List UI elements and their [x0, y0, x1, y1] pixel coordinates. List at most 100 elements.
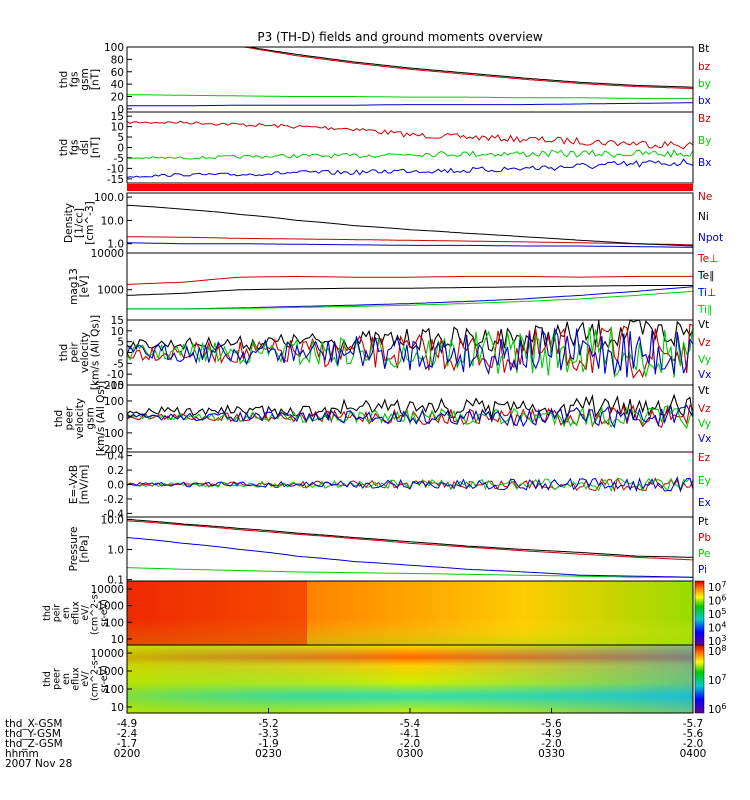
y-tick-label: 1.0 — [107, 545, 124, 557]
y-tick-label: -0.4 — [104, 508, 125, 520]
y-axis-label: thd — [42, 671, 53, 687]
y-tick-label: 100 — [104, 684, 124, 696]
y-tick-label: -5 — [114, 153, 124, 165]
y-tick-label: 10 — [111, 634, 124, 646]
colorbar-tick-exponent: 3 — [721, 634, 726, 643]
y-tick-label: 5 — [117, 132, 124, 144]
legend-Te∥: Te∥ — [697, 270, 714, 282]
y-tick-label: 0.0 — [107, 480, 124, 492]
colorbar-tick-label: 106 — [708, 594, 726, 608]
x-tick-label: 0300 — [397, 748, 424, 760]
series-peer-velocity-Vt — [126, 393, 694, 421]
legend-Bx: Bx — [698, 157, 711, 169]
y-axis-label: [nT] — [90, 69, 102, 90]
y-tick-label: -5 — [114, 358, 124, 370]
y-axis-label: mag13 — [68, 268, 80, 305]
y-tick-label: 20 — [111, 92, 124, 104]
y-axis-label: thd — [58, 71, 70, 88]
coord-value: -1.7 — [117, 738, 138, 750]
legend-Ex: Ex — [698, 497, 711, 509]
y-axis-label: eV/ — [80, 604, 91, 620]
series-peir-velocity-Vy — [126, 325, 694, 378]
y-axis-label: velocity — [79, 332, 91, 373]
legend-Ti∥: Ti∥ — [697, 304, 712, 316]
colorbar-tick-exponent: 8 — [721, 644, 726, 653]
y-axis-label: [eV] — [79, 276, 91, 298]
y-axis-label: velocity — [74, 398, 86, 439]
panel-pressure: 10.0 1.0 0.1 Pressure[nPa] Pt Pb Pe Pi — [68, 514, 711, 586]
y-tick-label: 80 — [111, 54, 124, 66]
spectrogram-peir-en-eflux: 10000 1000 100 10 thdpeirenefluxeV/(cm^2-s-s… — [42, 580, 726, 648]
colorbar-tick-label: 104 — [708, 621, 726, 635]
y-tick-label: -0.2 — [104, 494, 125, 506]
y-axis-label: peir — [52, 604, 63, 623]
coord-value: -2.4 — [117, 728, 138, 740]
coord-value: -4.1 — [400, 728, 421, 740]
panel-frame — [126, 384, 694, 453]
legend-Ez: Ez — [698, 452, 711, 464]
spectrogram-hot-region — [127, 581, 307, 645]
y-axis-label: dsl — [79, 140, 91, 155]
y-axis-label: thd — [42, 605, 53, 621]
y-axis-label: [km/s (All Qs)] — [95, 381, 107, 456]
panel-temperature: 10000 1000 mag13[eV] Te⊥ Te∥ Ti⊥ Ti∥ — [68, 248, 718, 321]
y-tick-label: 10.0 — [101, 514, 124, 526]
colorbar — [694, 580, 705, 646]
series-peer-velocity-Vy — [126, 405, 694, 430]
coord-value: -5.2 — [258, 718, 279, 730]
y-axis-label: [nT] — [90, 137, 102, 158]
coord-value: -5.7 — [683, 718, 704, 730]
legend-Vx: Vx — [698, 433, 711, 445]
series-fgs-dsl-Bz — [126, 120, 694, 150]
colorbar-tick-exponent: 4 — [721, 621, 726, 630]
series-fgs-gsm-Bt — [127, 46, 694, 88]
colorbar-tick-label: 108 — [708, 644, 726, 658]
y-tick-label: 100 — [104, 42, 124, 54]
y-axis-label: thd — [53, 410, 65, 427]
legend-Te⊥: Te⊥ — [697, 253, 718, 265]
y-tick-label: 10 — [111, 326, 124, 338]
series-fgs-gsm-bx — [127, 102, 693, 107]
colorbar — [694, 644, 705, 714]
y-tick-label: 100 — [104, 396, 124, 408]
y-tick-label: 10000 — [91, 584, 124, 596]
coord-value: -1.9 — [258, 738, 279, 750]
spectrogram-peer-en-eflux: 10000 1000 100 10 thdpeerenefluxeV/(cm^2-s-s… — [42, 644, 726, 716]
coord-value: -5.4 — [400, 718, 421, 730]
y-axis-label: en — [61, 607, 72, 619]
coord-label: hhmm — [5, 748, 39, 760]
panel-frame — [126, 46, 694, 113]
legend-Pb: Pb — [698, 532, 711, 544]
y-axis-label: [mV/m] — [79, 465, 91, 504]
x-tick-label: 0400 — [680, 748, 707, 760]
y-tick-label: -15 — [107, 380, 124, 392]
y-tick-label: 200 — [104, 380, 124, 392]
legend-Vt: Vt — [698, 385, 709, 397]
y-axis-label: E=-VxB — [68, 465, 80, 504]
legend-Pe: Pe — [698, 548, 710, 560]
coord-value: -2.0 — [541, 738, 562, 750]
y-axis-label: eflux — [71, 667, 82, 691]
y-axis-label: sr-eV) — [99, 665, 110, 693]
x-tick-label: 0230 — [255, 748, 282, 760]
coord-value: -3.3 — [258, 728, 279, 740]
coord-value: -5.6 — [541, 718, 562, 730]
colorbar-tick-exponent: 7 — [721, 673, 726, 682]
y-tick-label: -15 — [107, 174, 124, 186]
legend-Ti⊥: Ti⊥ — [697, 287, 716, 299]
legend-Vz: Vz — [698, 403, 711, 415]
series-fgs-dsl-By — [126, 148, 694, 160]
colorbar-tick-exponent: 6 — [721, 594, 726, 603]
y-axis-label: eV/ — [80, 670, 91, 686]
y-tick-label: 5 — [117, 337, 124, 349]
y-axis-label: fgs — [69, 72, 81, 88]
series-fgs-dsl-Bx — [126, 158, 694, 179]
y-axis-label: thd — [58, 344, 70, 361]
y-tick-label: 10 — [111, 702, 124, 714]
y-axis-label: [cm^-3] — [84, 201, 96, 244]
panel-density: 100.0 10.0 1.0 Density[1/cc][cm^-3] Ne Ni Npot — [63, 191, 723, 254]
spectrogram-shade — [127, 645, 693, 713]
